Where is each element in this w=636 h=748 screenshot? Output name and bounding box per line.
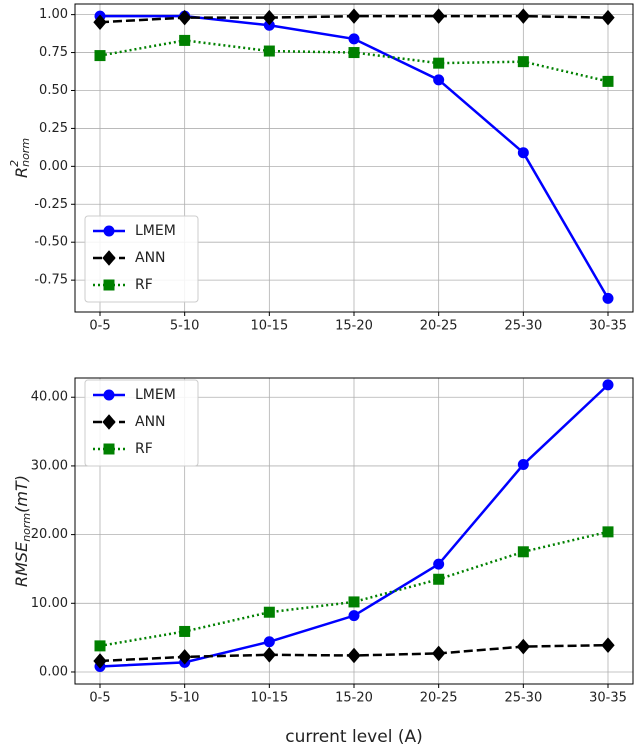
- data-point: [179, 625, 191, 637]
- y-tick-label: 1.00: [39, 7, 68, 22]
- x-tick-label: 30-35: [589, 691, 627, 706]
- data-point: [94, 50, 106, 62]
- x-tick-label: 5-10: [170, 319, 200, 334]
- y-tick-label: 0.00: [39, 664, 68, 679]
- x-tick-label: 0-5: [89, 691, 110, 706]
- y-axis-label: R2norm: [8, 138, 32, 178]
- legend-marker: [102, 414, 116, 430]
- data-point: [602, 379, 614, 391]
- data-point: [602, 292, 614, 304]
- data-point: [601, 9, 615, 26]
- data-point: [348, 610, 360, 622]
- legend-label: LMEM: [135, 223, 176, 239]
- data-point: [347, 8, 361, 24]
- legend-marker: [102, 250, 116, 266]
- x-tick-label: 25-30: [504, 691, 542, 706]
- data-point: [517, 546, 529, 558]
- y-label-part: R: [12, 167, 31, 178]
- data-point: [516, 8, 530, 24]
- y-tick-label: -0.75: [34, 273, 68, 288]
- legend-marker: [103, 225, 115, 237]
- data-point: [179, 34, 191, 46]
- y-tick-label: 0.75: [39, 45, 68, 60]
- x-tick-label: 20-25: [420, 691, 458, 706]
- legend-label: RF: [135, 441, 153, 457]
- x-tick-label: 30-35: [589, 319, 627, 334]
- y-tick-label: -0.50: [34, 235, 68, 250]
- x-axis-label: current level (A): [285, 727, 422, 747]
- data-point: [433, 74, 445, 86]
- legend-marker: [103, 279, 115, 291]
- data-point: [93, 14, 107, 30]
- y-tick-label: 0.25: [39, 121, 68, 136]
- x-tick-label: 15-20: [335, 691, 373, 706]
- legend-label: ANN: [135, 250, 166, 266]
- data-point: [347, 647, 361, 664]
- plot-frame: [74, 377, 634, 685]
- x-tick-label: 0-5: [89, 319, 110, 334]
- x-tick-label: 25-30: [504, 319, 542, 334]
- data-point: [602, 75, 614, 87]
- y-label-part: RMSE: [12, 541, 31, 587]
- data-point: [178, 649, 192, 665]
- data-point: [517, 459, 529, 471]
- y-tick-label: -0.25: [34, 197, 68, 212]
- data-point: [433, 57, 445, 69]
- data-point: [433, 573, 445, 585]
- legend-label: ANN: [135, 414, 166, 430]
- data-point: [348, 47, 360, 59]
- data-point: [432, 8, 446, 24]
- data-point: [262, 647, 276, 663]
- y-tick-label: 20.00: [31, 527, 68, 542]
- y-tick-label: 30.00: [31, 458, 68, 473]
- y-tick-label: 0.00: [39, 159, 68, 174]
- data-point: [601, 637, 615, 653]
- x-tick-label: 10-15: [250, 691, 288, 706]
- x-tick-label: 10-15: [250, 319, 288, 334]
- data-point: [348, 596, 360, 608]
- legend-label: LMEM: [135, 387, 176, 403]
- y-label-part: norm: [20, 513, 33, 542]
- data-point: [93, 653, 107, 669]
- data-point: [262, 9, 276, 26]
- data-point: [517, 56, 529, 68]
- data-point: [263, 606, 275, 618]
- data-point: [433, 558, 445, 570]
- data-point: [516, 638, 530, 655]
- y-label-part: norm: [19, 138, 32, 167]
- y-tick-label: 0.50: [39, 83, 68, 98]
- data-point: [263, 45, 275, 57]
- data-point: [602, 526, 614, 538]
- x-tick-label: 15-20: [335, 319, 373, 334]
- plot-frame: [74, 3, 634, 313]
- data-point: [348, 33, 360, 45]
- y-tick-label: 10.00: [31, 596, 68, 611]
- legend-marker: [103, 443, 115, 455]
- y-axis-label: RMSEnorm(mT): [12, 475, 34, 587]
- data-point: [432, 645, 446, 662]
- x-tick-label: 20-25: [420, 319, 458, 334]
- legend-label: RF: [135, 277, 153, 293]
- y-tick-label: 40.00: [31, 390, 68, 405]
- y-label-part: 2: [8, 160, 21, 167]
- data-point: [178, 9, 192, 26]
- y-label-part: (mT): [12, 475, 31, 513]
- legend-marker: [103, 389, 115, 401]
- x-tick-label: 5-10: [170, 691, 200, 706]
- data-point: [517, 147, 529, 159]
- data-point: [94, 640, 106, 652]
- data-point: [263, 636, 275, 648]
